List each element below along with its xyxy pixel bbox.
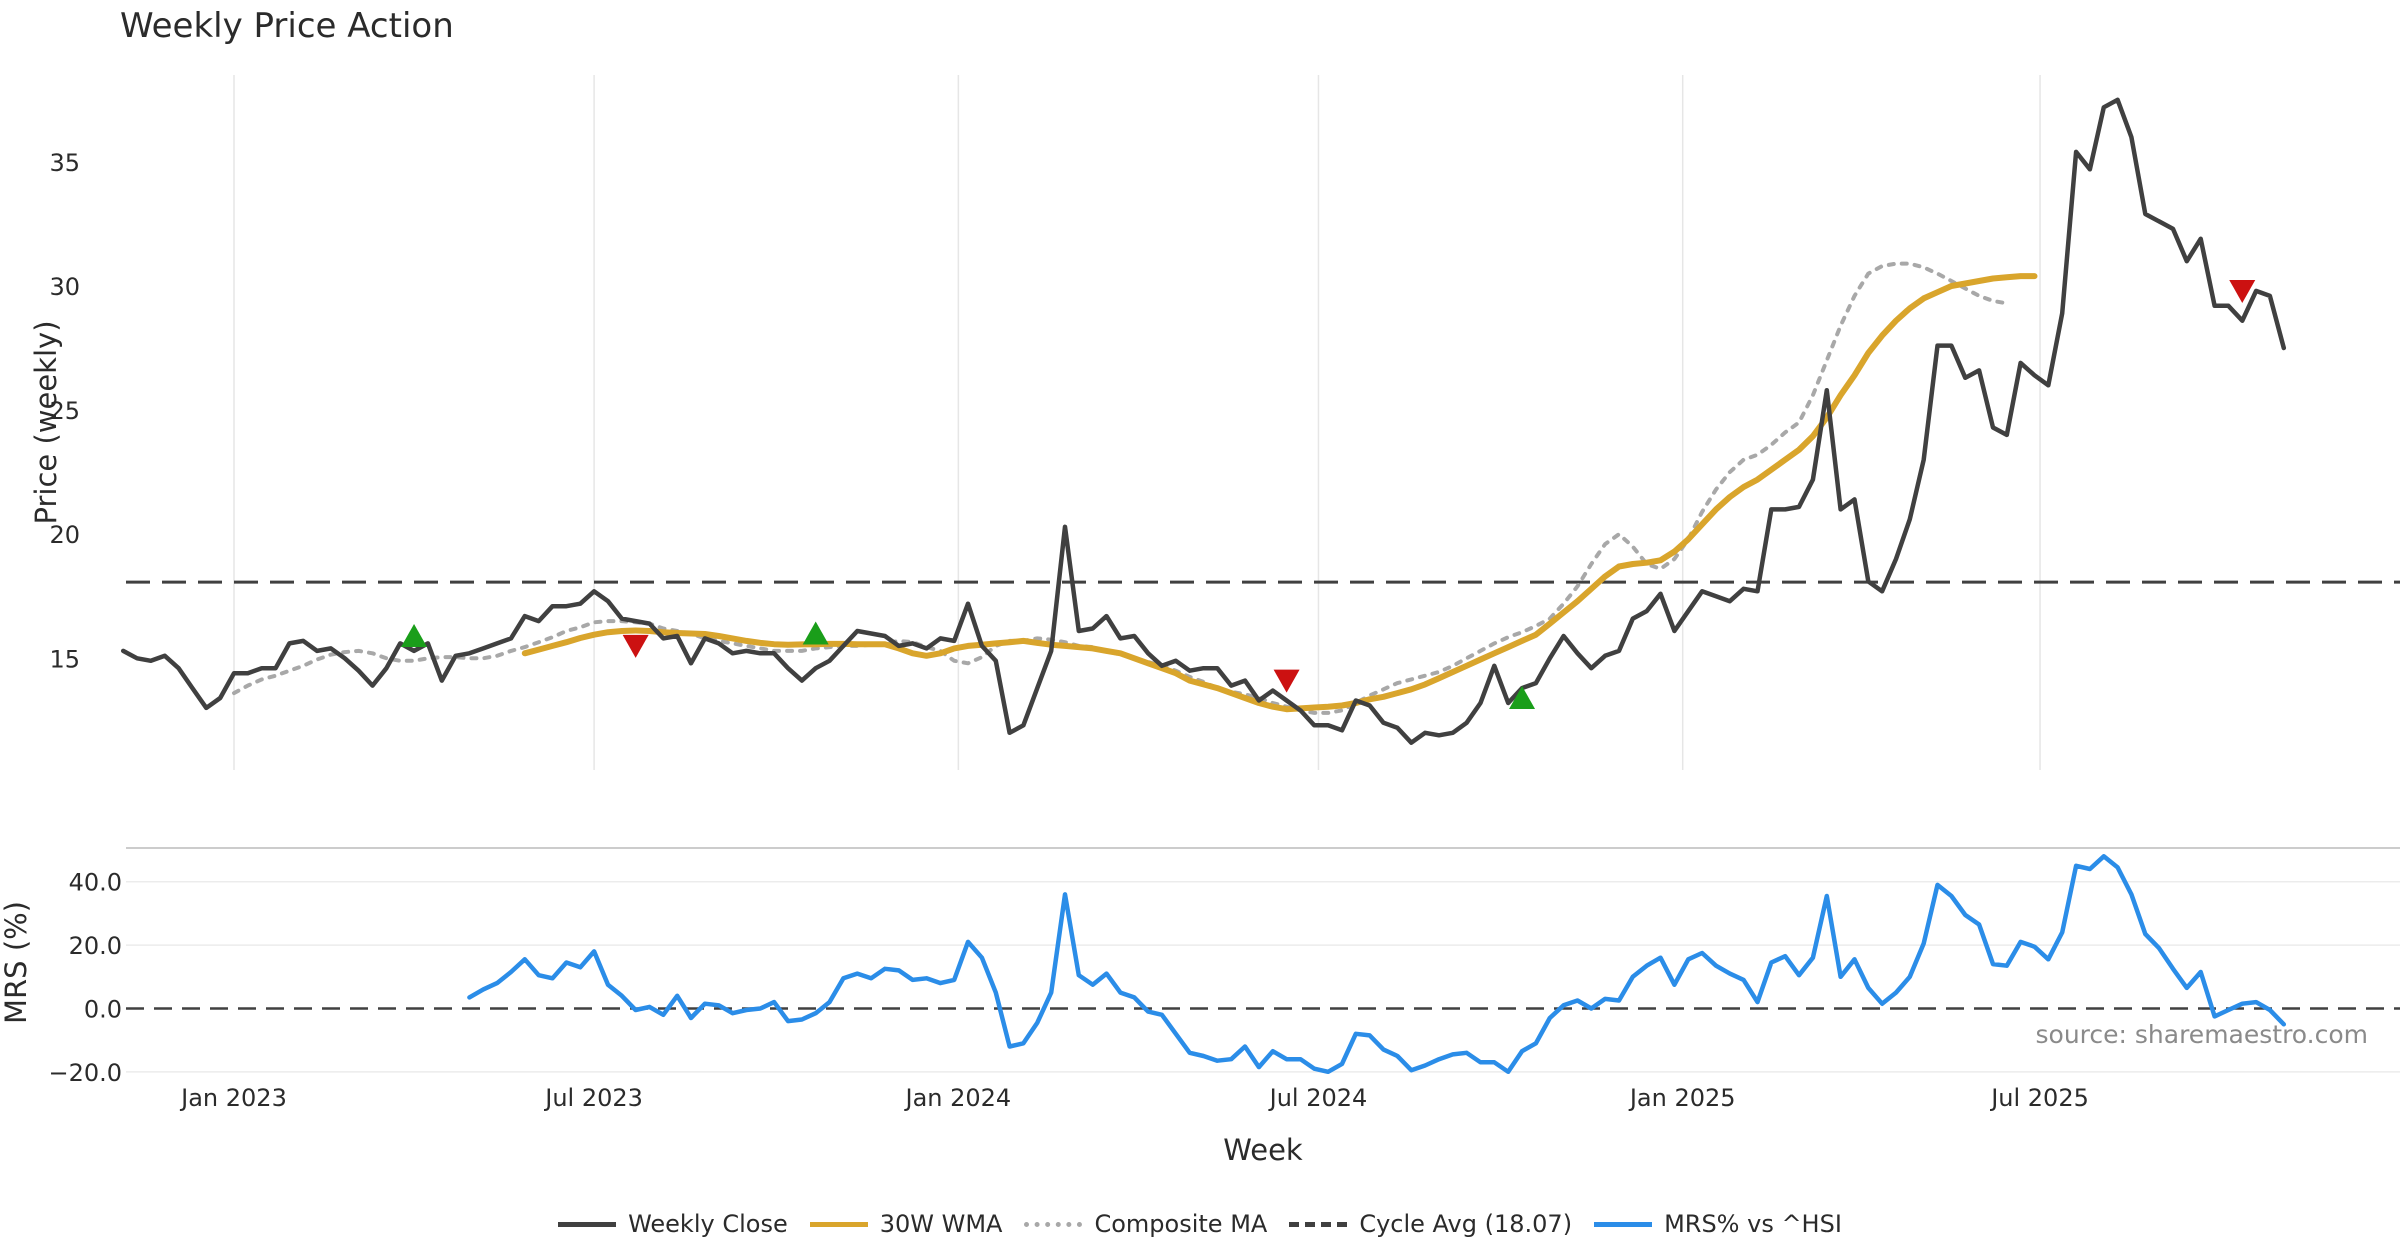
x-tick-label: Jul 2025 bbox=[1989, 1084, 2089, 1112]
legend-item-composite-ma: Composite MA bbox=[1024, 1210, 1267, 1238]
legend-item-30w-wma: 30W WMA bbox=[809, 1210, 1003, 1238]
legend: Weekly Close 30W WMA Composite MA Cycle Avg… bbox=[0, 1210, 2400, 1238]
legend-label: Cycle Avg (18.07) bbox=[1359, 1210, 1573, 1238]
legend-item-cycle-avg-18-07: Cycle Avg (18.07) bbox=[1289, 1210, 1572, 1238]
x-axis-label: Week bbox=[1223, 1133, 1303, 1167]
buy-marker bbox=[1509, 686, 1536, 710]
price-y-tick-label: 35 bbox=[49, 149, 80, 177]
x-axis: Jan 2023 Jul 2023 Jan 2024 Jul 2024 Jan 2025… bbox=[179, 1084, 2089, 1167]
x-tick-label: Jul 2023 bbox=[543, 1084, 643, 1112]
legend-swatch bbox=[1024, 1221, 1083, 1227]
legend-label: 30W WMA bbox=[879, 1210, 1003, 1238]
legend-item-weekly-close: Weekly Close bbox=[558, 1210, 788, 1238]
price-y-tick-label: 25 bbox=[49, 397, 80, 425]
mrs-y-tick-label: 40.0 bbox=[69, 869, 122, 897]
series-30w-wma bbox=[521, 273, 2038, 713]
mrs-y-tick-label: 0.0 bbox=[84, 995, 122, 1023]
mrs-y-tick-label: 20.0 bbox=[69, 932, 122, 960]
legend-swatch bbox=[809, 1221, 868, 1227]
legend-swatch bbox=[1289, 1221, 1348, 1227]
sell-marker bbox=[1273, 669, 1300, 693]
sell-marker bbox=[622, 634, 649, 658]
legend-label: Weekly Close bbox=[628, 1210, 788, 1238]
price-y-tick-label: 15 bbox=[49, 645, 80, 673]
legend-label: Composite MA bbox=[1094, 1210, 1268, 1238]
legend-swatch bbox=[1594, 1221, 1653, 1227]
legend-swatch bbox=[558, 1221, 617, 1227]
mrs-panel: −20.0 0.0 20.0 40.0 MRS (%) bbox=[0, 847, 2400, 1087]
source-note: source: sharemaestro.com bbox=[2035, 1020, 2369, 1049]
legend-item-mrs-vs-hsi: MRS% vs ^HSI bbox=[1594, 1210, 1842, 1238]
buy-marker bbox=[802, 621, 829, 645]
x-gridlines bbox=[233, 75, 2041, 770]
chart-title: Weekly Price Action bbox=[120, 6, 454, 46]
legend-label: MRS% vs ^HSI bbox=[1664, 1210, 1842, 1238]
sell-marker bbox=[2229, 279, 2256, 303]
buy-marker bbox=[401, 623, 428, 647]
series-mrs-vs-hsi bbox=[467, 854, 2287, 1075]
x-tick-label: Jan 2023 bbox=[179, 1084, 287, 1112]
price-y-tick-label: 20 bbox=[49, 521, 80, 549]
x-tick-label: Jan 2025 bbox=[1628, 1084, 1736, 1112]
mrs-y-tick-label: −20.0 bbox=[48, 1059, 122, 1087]
series-weekly-close bbox=[120, 97, 2287, 745]
price-panel: 15 20 25 30 35 Price (weekly) bbox=[29, 97, 2400, 745]
price-y-tick-label: 30 bbox=[49, 273, 80, 301]
x-tick-label: Jan 2024 bbox=[904, 1084, 1012, 1112]
price-y-axis-label: Price (weekly) bbox=[29, 320, 63, 524]
x-tick-label: Jul 2024 bbox=[1268, 1084, 1368, 1112]
chart-canvas: 15 20 25 30 35 Price (weekly) −20.0 0.0 20.0 40.… bbox=[0, 75, 2400, 1167]
mrs-y-axis-label: MRS (%) bbox=[0, 901, 33, 1024]
